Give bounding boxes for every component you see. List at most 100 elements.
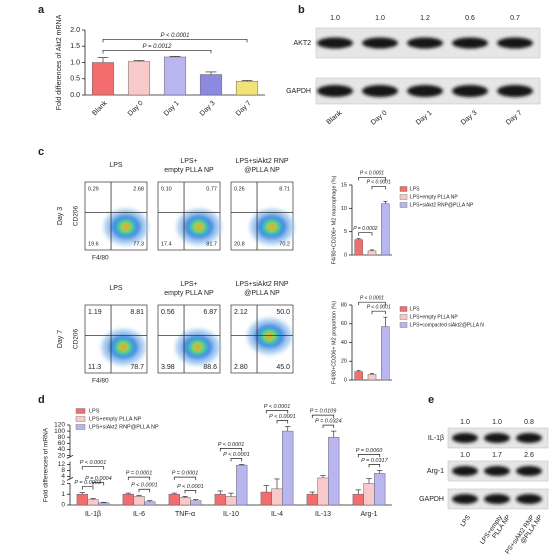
bar <box>317 477 329 506</box>
blot-lane-label: Day 7 <box>505 110 524 127</box>
x-tick-label: Day 1 <box>163 100 181 118</box>
legend-swatch <box>75 416 86 422</box>
significance-bracket <box>219 448 243 452</box>
p-value: P < 0.0001 <box>367 305 391 311</box>
quadrant-value: 20.8 <box>234 241 245 247</box>
y-tick-label: 0 <box>344 252 347 258</box>
significance-bracket <box>184 490 197 494</box>
x-tick-label: IL-4 <box>271 511 283 518</box>
bar <box>127 61 151 96</box>
blot-quantification: 1.0 <box>460 452 470 459</box>
p-value: P < 0.0001 <box>367 180 391 186</box>
blot-band <box>452 494 478 504</box>
bar <box>98 502 110 506</box>
blot-lane-label: Day 3 <box>460 110 479 127</box>
flow-title: @PLLA NP <box>244 167 280 174</box>
legend-label: LPS+empty PLLA NP <box>410 194 458 200</box>
blot-quantification: 2.6 <box>524 452 534 459</box>
flow-axis-label: CD206 <box>73 205 80 226</box>
significance-bracket <box>81 466 105 470</box>
quadrant-value: 11.3 <box>88 364 101 371</box>
quadrant-value: 50.0 <box>276 309 290 316</box>
y-axis-label: Fold differences of mRNA <box>43 427 50 502</box>
quadrant-value: 0.77 <box>206 186 217 192</box>
flow-density <box>195 345 200 350</box>
bar <box>363 483 375 506</box>
bar <box>367 250 377 256</box>
panel-letter: c <box>38 146 44 158</box>
blot-row-label: IL-1β <box>428 435 444 442</box>
quadrant-value: 45.0 <box>276 364 290 371</box>
significance-bracket <box>138 488 151 493</box>
quadrant-value: 0.10 <box>161 186 172 192</box>
x-tick-label: Blank <box>91 99 109 117</box>
blot-lane-label: Day 1 <box>415 110 434 127</box>
blot-quantification: 1.7 <box>492 452 502 459</box>
significance-bracket <box>357 454 381 458</box>
blot-band <box>484 494 510 504</box>
bar <box>168 493 180 506</box>
blot-row-label: Arg-1 <box>427 468 444 475</box>
flow-density <box>123 224 129 229</box>
quadrant-value: 70.2 <box>279 241 290 247</box>
bar <box>179 497 191 506</box>
flow-density <box>269 224 275 229</box>
bar <box>91 62 115 96</box>
blot-band <box>317 85 353 97</box>
flow-axis-label: CD206 <box>73 328 80 349</box>
bar <box>199 74 223 96</box>
bar <box>328 436 340 506</box>
y-axis-label: F4/80+CD206+ M2 proportion (%) <box>331 301 337 384</box>
blot-quantification: 1.0 <box>375 15 385 22</box>
significance-bracket <box>358 176 386 181</box>
blot-lane-label: Day 0 <box>370 110 389 127</box>
quadrant-value: 0.56 <box>161 309 175 316</box>
bar <box>271 488 283 506</box>
p-value: P < 0.0001 <box>264 404 291 410</box>
legend-label: LPS+siAkt2 RNP@PLLA NP <box>410 202 474 208</box>
p-value: P < 0.0001 <box>223 452 250 458</box>
blot-band <box>362 85 398 97</box>
p-value: P < 0.0001 <box>360 296 384 302</box>
flow-title: LPS <box>109 285 123 292</box>
bar <box>374 473 386 506</box>
bar <box>260 491 272 506</box>
significance-bracket <box>358 232 373 236</box>
quadrant-value: 88.6 <box>203 364 217 371</box>
blot-quantification: 0.6 <box>465 15 475 22</box>
flow-title: @PLLA NP <box>244 290 280 297</box>
legend-label: LPS+siAkt2 RNP@PLLA NP <box>89 424 159 430</box>
blot-lane-label: LPS <box>459 514 472 529</box>
legend-swatch <box>399 306 408 312</box>
bar <box>87 499 99 506</box>
y-tick-label: 100 <box>54 428 65 435</box>
blot-row-label: GAPDH <box>419 496 444 503</box>
x-tick-label: TNF-α <box>175 511 195 518</box>
axis-break <box>66 455 74 459</box>
x-tick-label: Day 0 <box>127 100 145 118</box>
legend-swatch <box>399 202 408 208</box>
x-tick-label: Day 7 <box>235 100 253 118</box>
significance-bracket <box>276 420 289 424</box>
blot-quantification: 0.7 <box>510 15 520 22</box>
y-tick-label: 1.5 <box>70 43 80 50</box>
blot-band <box>516 466 542 476</box>
blot-band <box>407 37 443 49</box>
blot-band <box>497 85 533 97</box>
quadrant-value: 78.7 <box>130 364 144 371</box>
legend-swatch <box>75 408 86 414</box>
y-tick-label: 20 <box>58 452 66 459</box>
blot-quantification: 1.0 <box>460 419 470 426</box>
blot-band <box>484 466 510 476</box>
legend-label: LPS <box>410 306 420 312</box>
p-value: P = 0.0004 <box>85 476 112 482</box>
quadrant-value: 2.12 <box>234 309 248 316</box>
bar <box>133 496 145 506</box>
y-tick-label: 2 <box>61 480 65 487</box>
y-tick-label: 40 <box>58 446 66 453</box>
bar <box>381 326 390 381</box>
p-value: P = 0.0001 <box>126 471 153 477</box>
blot-band <box>452 85 488 97</box>
bar <box>354 371 363 381</box>
